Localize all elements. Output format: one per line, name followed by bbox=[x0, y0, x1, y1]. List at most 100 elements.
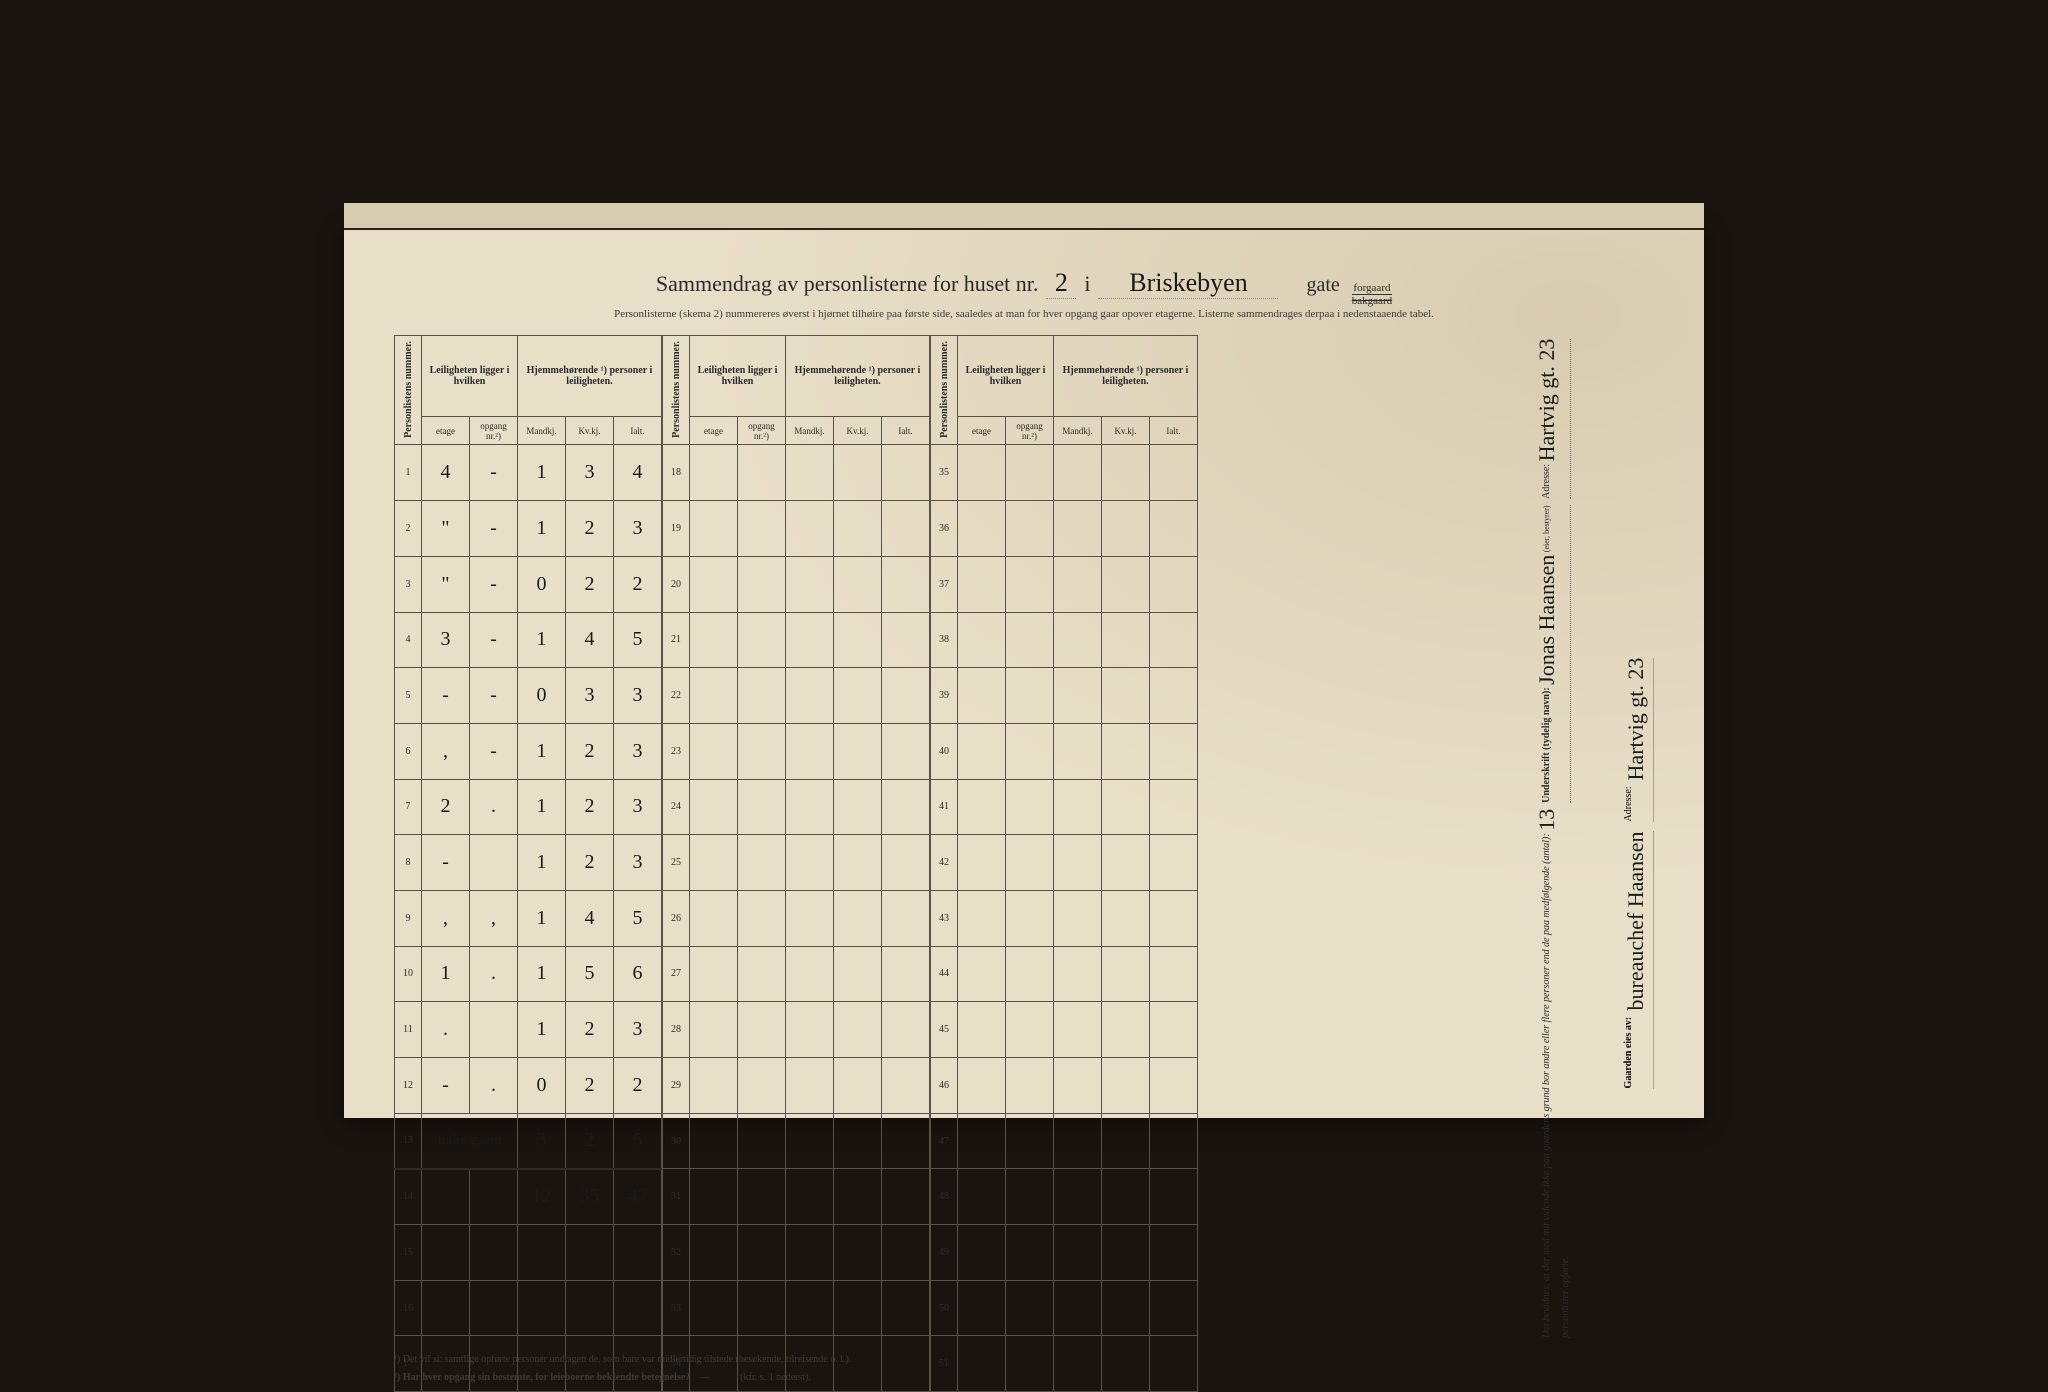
cell-kvkj: 2 bbox=[566, 501, 614, 557]
row-number: 47 bbox=[931, 1113, 958, 1169]
cell-etage bbox=[958, 779, 1006, 835]
cell-ialt bbox=[1150, 723, 1198, 779]
cell-etage bbox=[690, 1169, 738, 1225]
cell-opgang bbox=[738, 1113, 786, 1169]
cell-ialt bbox=[882, 946, 930, 1002]
cell-mandkj bbox=[1054, 1113, 1102, 1169]
cell-mandkj: 1 bbox=[518, 612, 566, 668]
cell-opgang: . bbox=[470, 946, 518, 1002]
row-number: 8 bbox=[395, 835, 422, 891]
table-row: 24 bbox=[663, 779, 930, 835]
cell-opgang bbox=[738, 1280, 786, 1336]
cell-opgang bbox=[738, 1225, 786, 1281]
cell-opgang bbox=[1006, 501, 1054, 557]
cell-opgang bbox=[470, 1225, 518, 1281]
table-row: 3"-022 bbox=[395, 556, 662, 612]
col-ialt: Ialt. bbox=[1150, 417, 1198, 445]
cell-mandkj bbox=[786, 501, 834, 557]
cell-ialt bbox=[882, 1002, 930, 1058]
row-number: 43 bbox=[931, 890, 958, 946]
cell-etage bbox=[958, 1113, 1006, 1169]
row-number: 20 bbox=[663, 556, 690, 612]
cell-mandkj bbox=[786, 890, 834, 946]
cell-etage: 1 bbox=[422, 946, 470, 1002]
antal: 13 bbox=[1534, 808, 1559, 830]
cell-etage bbox=[958, 1058, 1006, 1114]
cell-etage bbox=[958, 1002, 1006, 1058]
row-number: 46 bbox=[931, 1058, 958, 1114]
cell-ialt bbox=[882, 445, 930, 501]
cell-opgang bbox=[738, 723, 786, 779]
cell-kvkj bbox=[1102, 1336, 1150, 1392]
row-number: 22 bbox=[663, 668, 690, 724]
cell-kvkj bbox=[1102, 723, 1150, 779]
cell-ialt bbox=[1150, 668, 1198, 724]
cell-opgang bbox=[738, 1169, 786, 1225]
cell-opgang bbox=[1006, 890, 1054, 946]
cell-ialt: 3 bbox=[614, 501, 662, 557]
cell-mandkj bbox=[1054, 1058, 1102, 1114]
cell-opgang bbox=[738, 501, 786, 557]
table-row: 16 bbox=[395, 1280, 662, 1336]
col-kvkj: Kv.kj. bbox=[834, 417, 882, 445]
forgaard: forgaard bbox=[1352, 282, 1392, 295]
row-number: 15 bbox=[395, 1225, 422, 1281]
row-number: 11 bbox=[395, 1002, 422, 1058]
underskrift-line: Underskrift (tydelig navn): Jonas Haanse… bbox=[1534, 505, 1571, 802]
cell-ialt bbox=[882, 723, 930, 779]
row-number: 32 bbox=[663, 1225, 690, 1281]
cell-etage bbox=[690, 556, 738, 612]
subtitle: Personlisterne (skema 2) nummereres øver… bbox=[394, 307, 1654, 322]
cell-kvkj bbox=[834, 946, 882, 1002]
cell-kvkj bbox=[834, 612, 882, 668]
table-row: 51 bbox=[931, 1336, 1198, 1392]
cell-opgang bbox=[1006, 1113, 1054, 1169]
cell-opgang bbox=[1006, 1336, 1054, 1392]
col-mandkj: Mandkj. bbox=[518, 417, 566, 445]
title-line: Sammendrag av personlisterne for huset n… bbox=[656, 268, 1392, 307]
row-number: 4 bbox=[395, 612, 422, 668]
table-row: 14-134 bbox=[395, 445, 662, 501]
row-number: 21 bbox=[663, 612, 690, 668]
cell-mandkj: 0 bbox=[518, 556, 566, 612]
cell-etage bbox=[690, 501, 738, 557]
cell-mandkj: 1 bbox=[518, 779, 566, 835]
gate-fraction: forgaard bakgaard bbox=[1352, 282, 1392, 307]
row-number: 44 bbox=[931, 946, 958, 1002]
bevisnes-text: Det bevidnes, at der med mit vidende ikk… bbox=[1534, 808, 1571, 1337]
cell-mandkj bbox=[1054, 1002, 1102, 1058]
cell-kvkj bbox=[834, 1113, 882, 1169]
cell-ialt bbox=[1150, 1002, 1198, 1058]
adresse-line: Adresse: Hartvig gt. 23 bbox=[1534, 339, 1571, 499]
row-number: 40 bbox=[931, 723, 958, 779]
cell-opgang bbox=[470, 1169, 518, 1225]
cell-mandkj bbox=[1054, 501, 1102, 557]
cell-opgang: - bbox=[470, 612, 518, 668]
cell-opgang bbox=[1006, 946, 1054, 1002]
cell-kvkj bbox=[1102, 668, 1150, 724]
cell-opgang bbox=[1006, 1058, 1054, 1114]
row-number: 7 bbox=[395, 779, 422, 835]
cell-mandkj bbox=[1054, 1225, 1102, 1281]
cell-mandkj bbox=[1054, 612, 1102, 668]
cell-ialt: 2 bbox=[614, 1058, 662, 1114]
col-hjemme: Hjemmehørende ¹) personer i leiligheten. bbox=[786, 335, 930, 417]
cell-ialt: 2 bbox=[614, 556, 662, 612]
cell-etage bbox=[958, 1280, 1006, 1336]
signature: Jonas Haansen bbox=[1534, 554, 1559, 684]
cell-mandkj bbox=[1054, 946, 1102, 1002]
cell-kvkj bbox=[1102, 445, 1150, 501]
cell-etage bbox=[958, 835, 1006, 891]
cell-kvkj bbox=[1102, 779, 1150, 835]
cell-kvkj bbox=[1102, 1058, 1150, 1114]
cell-etage: . bbox=[422, 1002, 470, 1058]
cell-ialt bbox=[1150, 1058, 1198, 1114]
cell-mandkj: 0 bbox=[518, 668, 566, 724]
cell-kvkj bbox=[834, 556, 882, 612]
cell-mandkj bbox=[786, 556, 834, 612]
row-number: 39 bbox=[931, 668, 958, 724]
table-row: 43-145 bbox=[395, 612, 662, 668]
cell-mandkj: 3 bbox=[518, 1113, 566, 1169]
cell-mandkj bbox=[786, 946, 834, 1002]
cell-kvkj bbox=[834, 1058, 882, 1114]
